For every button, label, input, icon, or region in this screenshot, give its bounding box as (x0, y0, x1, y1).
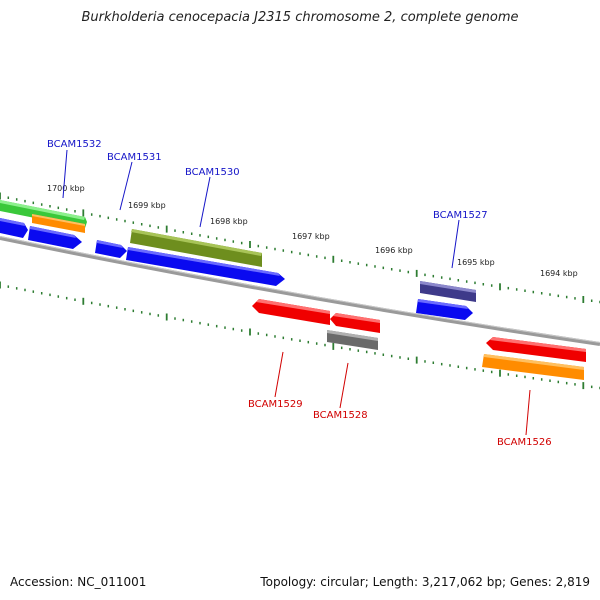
gene-bcam1532-orange[interactable] (32, 214, 85, 233)
gene-bcam1527[interactable] (420, 281, 476, 302)
kbp-label-1696: 1696 kbp (375, 246, 413, 255)
accession-prefix: Accession: (10, 575, 74, 589)
gene-label-bcam1527[interactable]: BCAM1527 (433, 210, 488, 221)
gene-bcam1528[interactable] (327, 330, 378, 350)
gene-blue-3[interactable] (95, 240, 127, 258)
gene-label-bcam1532[interactable]: BCAM1532 (47, 139, 102, 150)
chromosome-backbone (0, 236, 600, 346)
ticks-inner (0, 281, 600, 390)
kbp-label-1700: 1700 kbp (47, 184, 85, 193)
kbp-label-1699: 1699 kbp (128, 201, 166, 210)
kbp-label-1695: 1695 kbp (457, 258, 495, 267)
gene-blue-2[interactable] (28, 226, 82, 249)
accession-info: Accession: NC_011001 (10, 575, 146, 589)
gene-bcam1528-red[interactable] (330, 313, 380, 333)
gene-label-bcam1529[interactable]: BCAM1529 (248, 399, 303, 410)
kbp-label-1697: 1697 kbp (292, 232, 330, 241)
topology-value: circular (320, 575, 365, 589)
gene-blue-1[interactable] (0, 218, 28, 238)
map-title: Burkholderia cenocepacia J2315 chromosom… (81, 10, 519, 25)
gene-blue-5[interactable] (416, 299, 473, 320)
gene-label-bcam1528[interactable]: BCAM1528 (313, 410, 368, 421)
gene-bcam1529[interactable] (252, 299, 330, 325)
length-value: 3,217,062 bp (421, 575, 502, 589)
gene-label-bcam1530[interactable]: BCAM1530 (185, 167, 240, 178)
ticks-outer (0, 192, 600, 304)
genes-value: 2,819 (555, 575, 590, 589)
leader-line-bcam1528 (339, 362, 349, 409)
topology-prefix: Topology: (260, 575, 317, 589)
leader-line-bcam1527 (451, 219, 460, 269)
gene-blue-4[interactable] (126, 247, 285, 286)
leader-line-bcam1526 (525, 389, 531, 436)
kbp-label-1694: 1694 kbp (540, 269, 578, 278)
genome-stats: Topology: circular; Length: 3,217,062 bp… (260, 575, 590, 589)
gene-label-bcam1526[interactable]: BCAM1526 (497, 437, 552, 448)
leader-line-bcam1530 (199, 176, 211, 228)
length-prefix: Length: (372, 575, 419, 589)
gene-bcam1530[interactable] (130, 229, 262, 267)
genes-prefix: Genes: (509, 575, 552, 589)
accession-value: NC_011001 (77, 575, 147, 589)
kbp-label-1698: 1698 kbp (210, 217, 248, 226)
gene-bcam1526-red[interactable] (486, 337, 586, 362)
leader-line-bcam1531 (119, 161, 133, 211)
leader-line-bcam1529 (274, 351, 284, 398)
gene-label-bcam1531[interactable]: BCAM1531 (107, 152, 162, 163)
leader-line-bcam1532 (62, 149, 68, 199)
gene-bcam1526[interactable] (482, 354, 584, 380)
